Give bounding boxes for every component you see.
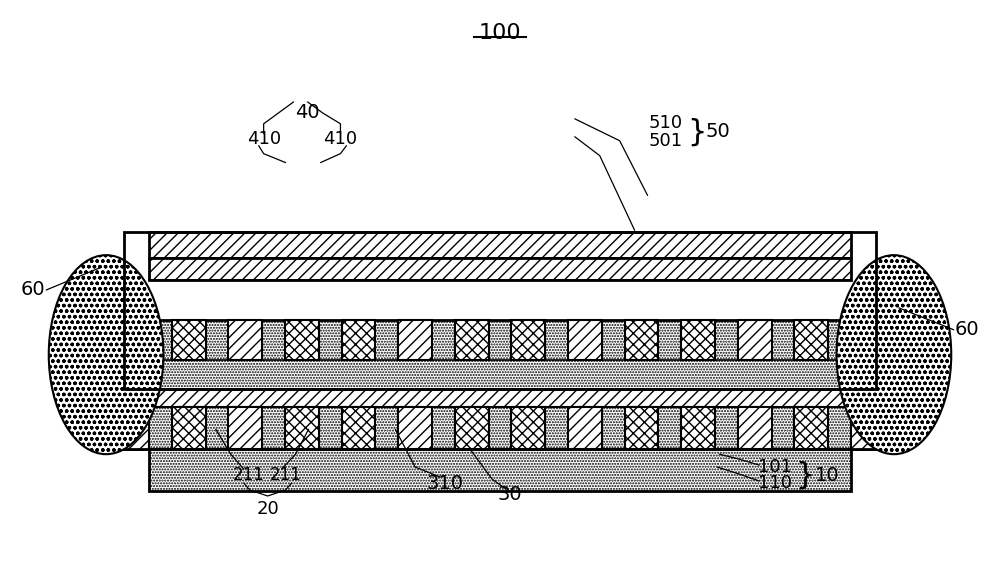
Text: 410: 410 [323,130,358,148]
Bar [681,407,715,449]
Text: 410: 410 [247,130,281,148]
Bar [124,232,876,390]
Text: 60: 60 [954,320,979,339]
Bar [511,320,545,360]
Text: 510: 510 [648,114,682,132]
Bar [149,258,851,280]
Text: 10: 10 [815,466,840,484]
Text: }: } [795,460,815,490]
Bar [172,407,206,449]
Text: 110: 110 [758,474,792,492]
Text: 101: 101 [758,458,792,476]
Text: 211: 211 [233,466,265,484]
Bar [794,407,828,449]
Bar [511,407,545,449]
Bar [172,320,206,360]
Text: 100: 100 [479,23,521,43]
Bar [625,407,658,449]
Bar [398,407,432,449]
Bar [342,320,375,360]
Bar [455,320,489,360]
Bar [228,320,262,360]
Text: }: } [687,117,707,146]
Bar [149,232,851,258]
Text: 20: 20 [256,500,279,518]
Bar [625,320,658,360]
Bar [738,320,772,360]
Text: 310: 310 [427,474,464,492]
Ellipse shape [837,255,951,454]
Text: 501: 501 [648,132,682,150]
Text: 40: 40 [295,104,320,122]
Bar [124,390,876,449]
Bar [285,320,319,360]
Bar [124,430,876,449]
Bar [681,320,715,360]
Bar [568,407,602,449]
Bar [342,407,375,449]
Bar [228,407,262,449]
Bar [149,407,851,449]
Bar [149,320,851,491]
Bar [568,320,602,360]
Bar [285,407,319,449]
Text: 60: 60 [21,280,46,300]
Bar [794,320,828,360]
Bar [738,407,772,449]
Bar [455,407,489,449]
Bar [398,320,432,360]
Text: 211: 211 [270,466,302,484]
Text: 30: 30 [498,486,522,505]
Text: 50: 50 [705,122,730,141]
Ellipse shape [49,255,163,454]
